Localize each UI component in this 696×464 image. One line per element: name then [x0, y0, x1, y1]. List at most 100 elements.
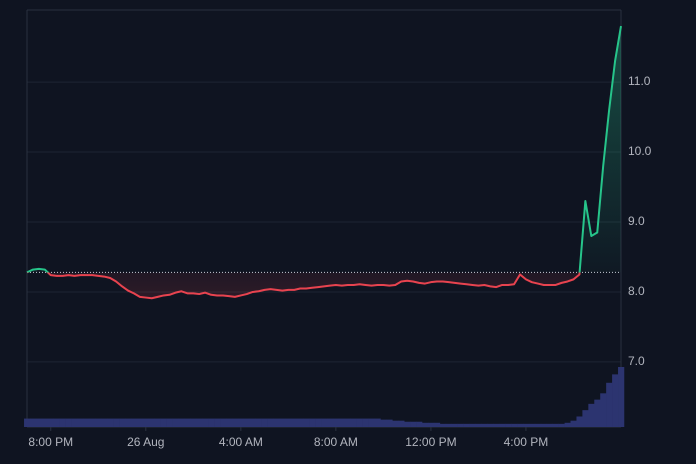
volume-bar [321, 418, 328, 427]
volume-bar [546, 423, 553, 427]
volume-bar [285, 418, 292, 427]
volume-bar [522, 423, 530, 427]
volume-bar [237, 418, 245, 427]
volume-bar [588, 403, 595, 427]
volume-bar [136, 418, 144, 427]
volume-bar [534, 423, 542, 427]
volume-bar [439, 423, 447, 427]
volume-bar [481, 423, 488, 427]
x-tick-label: 4:00 PM [504, 435, 549, 449]
volume-bar [576, 416, 583, 427]
volume-bar [594, 399, 601, 427]
volume-bar [368, 418, 375, 427]
volume-bar [53, 418, 60, 427]
grid [27, 81, 621, 363]
volume-bar [297, 418, 304, 427]
volume-bar [24, 418, 31, 427]
volume-bar [380, 419, 387, 427]
volume-bar [214, 418, 221, 427]
volume-bar [451, 423, 458, 427]
volume-bar [89, 418, 96, 427]
volume-bar [142, 418, 150, 427]
volume-bar [184, 418, 191, 427]
volume-bar [148, 418, 156, 427]
volume-bar [35, 418, 43, 427]
volume-bar [190, 418, 197, 427]
volume-bar [427, 422, 435, 427]
volume-bar [95, 418, 102, 427]
volume-bar [309, 418, 316, 427]
volume-bar [582, 410, 589, 427]
volume-bar [350, 418, 357, 427]
volume-bar [172, 418, 179, 427]
volume-bar [249, 418, 256, 427]
volume-bar [119, 418, 126, 427]
volume-bar [487, 423, 494, 427]
volume-bar [315, 418, 322, 427]
volume-bar [540, 423, 548, 427]
volume-bar [107, 418, 114, 427]
volume-bar [160, 418, 167, 427]
volume-bar [338, 418, 346, 427]
price-line [26, 25, 622, 300]
volume-bar [125, 418, 132, 427]
volume-bar [47, 418, 55, 427]
volume-bar [291, 418, 298, 427]
volume-bar [344, 418, 352, 427]
volume-bar [445, 423, 453, 427]
volume-bar [606, 382, 613, 427]
y-tick-label: 8.0 [628, 284, 645, 298]
volume-bar [558, 423, 565, 427]
volume-bar [225, 418, 233, 427]
volume-bar [600, 393, 607, 427]
y-tick-label: 11.0 [628, 74, 651, 88]
volume-bar [196, 418, 203, 427]
volume-bar [261, 418, 268, 427]
volume-bar [511, 423, 518, 427]
volume-bar [362, 418, 369, 427]
volume-bar [618, 367, 625, 427]
volume-bar [552, 423, 559, 427]
y-tick-label: 9.0 [628, 214, 645, 228]
x-tick-label: 8:00 AM [314, 435, 358, 449]
volume-bar [166, 418, 173, 427]
volume-bar [410, 421, 417, 427]
y-tick-label: 10.0 [628, 144, 652, 158]
volume-bar [422, 422, 429, 427]
volume-bar [356, 418, 363, 427]
volume-bar [463, 423, 470, 427]
volume-bar [398, 420, 405, 427]
marks [24, 25, 625, 427]
volume-bar [154, 418, 161, 427]
x-tick-label: 8:00 PM [28, 435, 73, 449]
volume-bar [332, 418, 340, 427]
volume-bar [130, 418, 138, 427]
volume-bar [77, 418, 84, 427]
volume-bar [231, 418, 239, 427]
volume-bar [499, 423, 506, 427]
volume-bar [71, 418, 78, 427]
x-tick-label: 26 Aug [127, 435, 164, 449]
volume-bar [564, 422, 571, 427]
volume-bar [416, 421, 423, 427]
volume-bar [267, 418, 274, 427]
volume-bar [29, 418, 37, 427]
volume-bar [469, 423, 476, 427]
volume-bar [528, 423, 536, 427]
volume-bar [220, 418, 227, 427]
volume-bar [59, 418, 66, 427]
volume-bar [326, 418, 334, 427]
volume-bar [101, 418, 108, 427]
volume-bar [374, 418, 381, 427]
volume-bar [612, 374, 619, 427]
volume-bar [505, 423, 512, 427]
volume-bar [386, 419, 393, 427]
volume-bar [493, 423, 500, 427]
volume-bar [255, 418, 262, 427]
volume-bar [303, 418, 310, 427]
volume-bar [570, 420, 577, 427]
x-tick-label: 12:00 PM [405, 435, 456, 449]
